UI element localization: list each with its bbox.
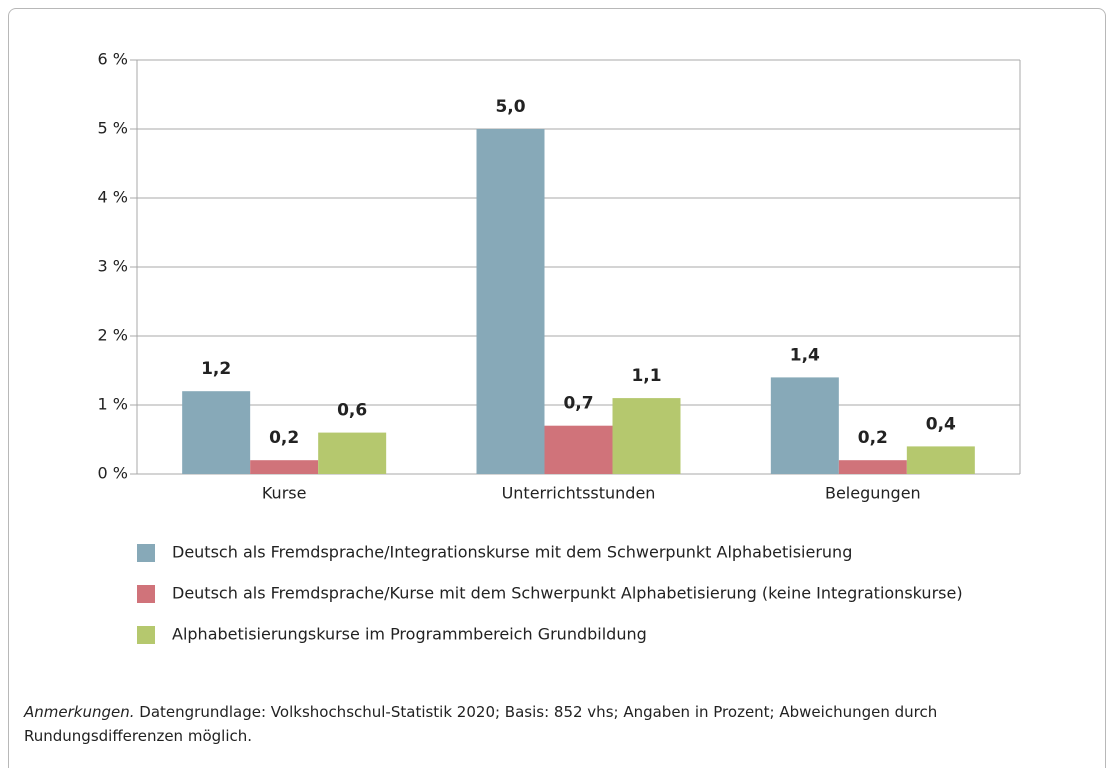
chart: 0 % 1 % 2 % 3 % 4 % 5 % 6 % Kurse 1,2 0,2 0,6 Unter… xyxy=(98,50,1021,644)
legend-swatch xyxy=(137,544,155,562)
bar xyxy=(770,377,839,474)
x-tick-label: Belegungen xyxy=(825,484,921,503)
y-tick-label: 1 % xyxy=(98,395,128,414)
bar xyxy=(612,398,681,474)
legend-label: Alphabetisierungskurse im Programmbereic… xyxy=(172,625,647,644)
legend-swatch xyxy=(137,626,155,644)
bar xyxy=(250,460,319,474)
value-label: 1,2 xyxy=(201,359,231,379)
bar xyxy=(544,425,613,474)
value-label: 5,0 xyxy=(495,97,525,117)
value-label: 0,7 xyxy=(563,394,593,414)
bar xyxy=(182,391,251,474)
y-tick-label: 3 % xyxy=(98,257,128,276)
value-label: 0,2 xyxy=(858,428,888,448)
note-label: Anmerkungen. xyxy=(24,703,135,721)
x-tick-label: Kurse xyxy=(262,484,307,503)
value-label: 0,6 xyxy=(337,401,367,421)
y-tick-label: 5 % xyxy=(98,119,128,138)
x-tick-label: Unterrichtsstunden xyxy=(502,484,656,503)
y-tick-label: 2 % xyxy=(98,326,128,345)
y-tick-label: 4 % xyxy=(98,188,128,207)
value-label: 0,4 xyxy=(926,414,956,434)
note-text: Datengrundlage: Volkshochschul-Statistik… xyxy=(24,703,938,745)
bar xyxy=(476,129,545,474)
legend-label: Deutsch als Fremdsprache/Kurse mit dem S… xyxy=(172,584,963,603)
bar xyxy=(318,432,387,474)
legend-label: Deutsch als Fremdsprache/Integrationskur… xyxy=(172,543,852,562)
y-tick-label: 0 % xyxy=(98,464,128,483)
value-label: 0,2 xyxy=(269,428,299,448)
bar xyxy=(838,460,907,474)
value-label: 1,1 xyxy=(631,366,661,386)
bar xyxy=(906,446,975,474)
note: Anmerkungen. Datengrundlage: Volkshochsc… xyxy=(24,700,1094,748)
y-tick-label: 6 % xyxy=(98,50,128,69)
legend-swatch xyxy=(137,585,155,603)
value-label: 1,4 xyxy=(790,345,820,365)
frame xyxy=(8,8,1106,768)
